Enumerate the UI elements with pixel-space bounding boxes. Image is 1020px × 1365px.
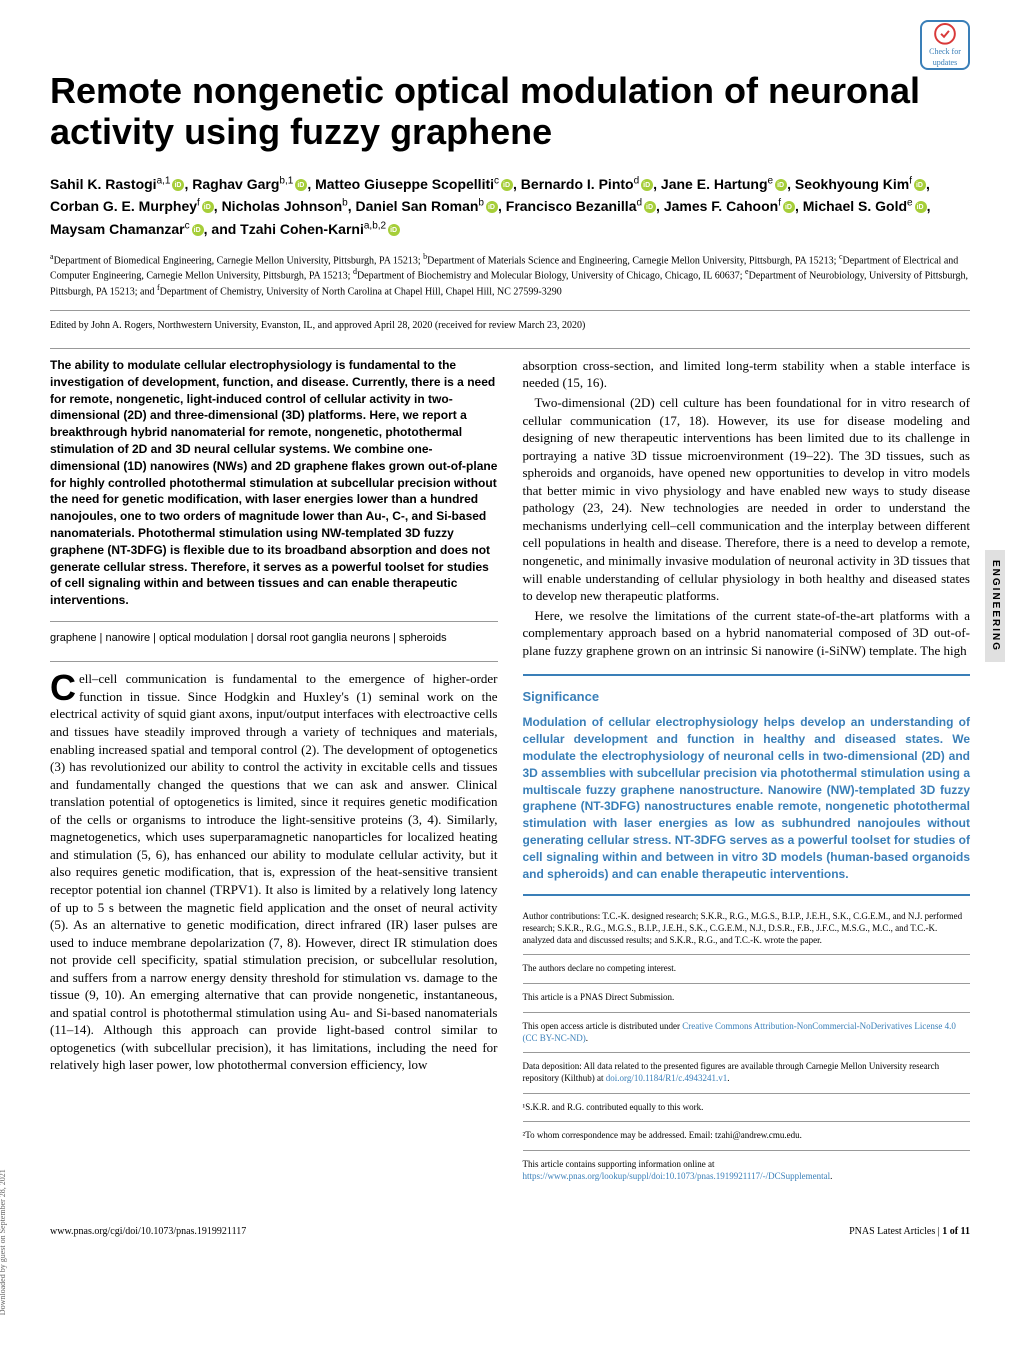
divider [50,348,970,349]
article-title: Remote nongenetic optical modulation of … [50,70,970,153]
orcid-icon[interactable] [192,224,204,236]
orcid-icon[interactable] [202,201,214,213]
direct-submission: This article is a PNAS Direct Submission… [523,992,971,1004]
supporting-link[interactable]: https://www.pnas.org/lookup/suppl/doi:10… [523,1171,831,1181]
section-label: ENGINEERING [985,550,1005,662]
body-col1-text: ell–cell communication is fundamental to… [50,671,498,1072]
author-contributions: Author contributions: T.C.-K. designed r… [523,911,971,946]
correspondence: ²To whom correspondence may be addressed… [523,1130,971,1142]
divider [523,1150,971,1151]
keywords: graphene | nanowire | optical modulation… [50,630,498,647]
body-col2-p3: Here, we resolve the limitations of the … [523,607,971,660]
body-col2-p2: Two-dimensional (2D) cell culture has be… [523,394,971,605]
orcid-icon[interactable] [295,179,307,191]
page-footer: www.pnas.org/cgi/doi/10.1073/pnas.191992… [50,1217,970,1239]
check-updates-line2: updates [933,57,957,68]
competing-interest: The authors declare no competing interes… [523,963,971,975]
download-date-label: Downloaded by guest on September 28, 202… [0,1169,8,1315]
body-col2-p1: absorption cross-section, and limited lo… [523,357,971,392]
edited-by: Edited by John A. Rogers, Northwestern U… [50,319,970,333]
significance-text: Modulation of cellular electrophysiology… [523,714,971,882]
divider [523,1012,971,1013]
open-access: This open access article is distributed … [523,1021,971,1044]
supporting-info: This article contains supporting informa… [523,1159,971,1182]
footer-page-info: PNAS Latest Articles | 1 of 11 [849,1225,970,1239]
affiliations: aDepartment of Biomedical Engineering, C… [50,252,970,298]
check-updates-badge[interactable]: Check for updates [920,20,970,70]
orcid-icon[interactable] [641,179,653,191]
divider [523,954,971,955]
orcid-icon[interactable] [914,179,926,191]
abstract: The ability to modulate cellular electro… [50,357,498,609]
dropcap: C [50,670,79,704]
orcid-icon[interactable] [388,224,400,236]
significance-box: Significance Modulation of cellular elec… [523,674,971,896]
data-doi-link[interactable]: doi.org/10.1184/R1/c.4943241.v1 [606,1073,728,1083]
check-updates-line1: Check for [929,46,961,57]
divider [50,621,498,622]
footer-doi-link[interactable]: www.pnas.org/cgi/doi/10.1073/pnas.191992… [50,1225,246,1239]
equal-contribution: ¹S.K.R. and R.G. contributed equally to … [523,1102,971,1114]
orcid-icon[interactable] [501,179,513,191]
authors-list: Sahil K. Rastogia,1, Raghav Gargb,1, Mat… [50,173,970,240]
orcid-icon[interactable] [486,201,498,213]
divider [523,1052,971,1053]
orcid-icon[interactable] [172,179,184,191]
divider [50,310,970,311]
orcid-icon[interactable] [783,201,795,213]
data-deposition: Data deposition: All data related to the… [523,1061,971,1084]
divider [523,1093,971,1094]
check-updates-icon [933,22,957,46]
orcid-icon[interactable] [915,201,927,213]
divider [50,661,498,662]
significance-title: Significance [523,688,971,706]
divider [523,1121,971,1122]
body-text-col1: Cell–cell communication is fundamental t… [50,670,498,1074]
footnotes: Author contributions: T.C.-K. designed r… [523,911,971,1182]
orcid-icon[interactable] [644,201,656,213]
divider [523,983,971,984]
orcid-icon[interactable] [775,179,787,191]
